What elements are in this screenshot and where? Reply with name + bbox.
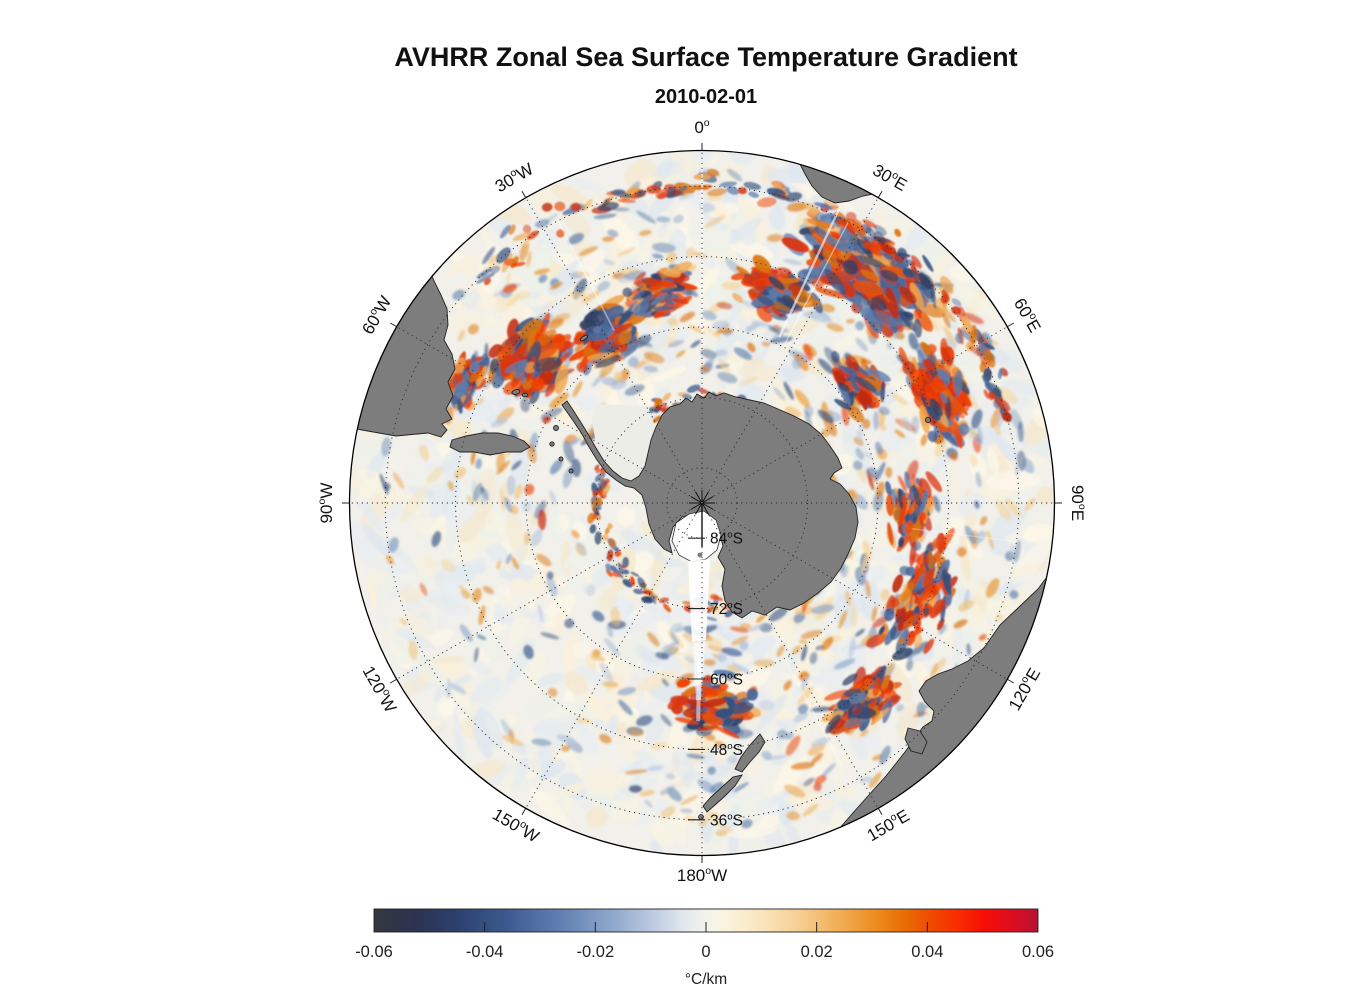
tasmania xyxy=(904,727,928,755)
longitude-label: 90oE xyxy=(1068,485,1089,521)
new-zealand-south-island xyxy=(702,774,743,813)
colorbar-tick-label: -0.04 xyxy=(466,943,504,961)
colorbar-tick-label: 0.04 xyxy=(911,943,943,961)
falkland-islands xyxy=(521,392,529,398)
longitude-tick xyxy=(521,190,526,198)
ross-ice-shelf xyxy=(671,510,722,563)
colorbar: -0.06 -0.04 -0.02 0 0.02 0.04 0.06 °C/km xyxy=(355,908,1054,988)
south-georgia xyxy=(579,334,589,342)
map-outline xyxy=(348,149,1056,857)
ross-islet xyxy=(697,552,703,558)
peninsula-islet xyxy=(568,468,574,474)
peninsula-islet xyxy=(549,441,555,447)
figure-subtitle: 2010-02-01 xyxy=(654,86,758,108)
colorbar-tick-label: 0.02 xyxy=(801,943,833,961)
eddy-field-strong xyxy=(437,168,1012,739)
colorbar-tick-label: -0.06 xyxy=(355,943,393,961)
longitude-label: 30oW xyxy=(491,158,537,196)
longitude-tick xyxy=(521,808,526,816)
peninsula-islet xyxy=(553,425,559,431)
colorbar-tick-label: 0.06 xyxy=(1022,943,1054,961)
tierra-del-fuego xyxy=(449,432,531,456)
latitude-label: 72oS xyxy=(710,600,743,618)
longitude-label: 60oE xyxy=(1010,294,1046,336)
longitude-label: 180oW xyxy=(677,865,727,886)
colorbar-tick-label: -0.02 xyxy=(577,943,615,961)
latitude-label: 36oS xyxy=(710,811,743,829)
longitude-tick xyxy=(389,679,397,684)
stewart-island xyxy=(698,814,704,820)
colorbar-tick-labels: -0.06 -0.04 -0.02 0 0.02 0.04 0.06 xyxy=(355,943,1054,961)
dateline-nodata-stripe xyxy=(688,559,710,700)
latitude-label: 60oS xyxy=(710,671,743,689)
kerguelen-island xyxy=(924,416,932,424)
longitude-label: 90oW xyxy=(316,483,337,524)
longitude-label: 30oE xyxy=(869,159,911,195)
pole-marker xyxy=(689,490,715,547)
colorbar-ticks xyxy=(484,922,928,932)
longitude-label: 60oW xyxy=(357,292,395,338)
peninsula-islet xyxy=(558,456,564,462)
latitude-label: 84oS xyxy=(710,530,743,548)
longitude-tick xyxy=(389,322,397,327)
colorbar-unit-label: °C/km xyxy=(685,971,727,988)
longitude-label: 0o xyxy=(694,117,709,138)
latitude-labels: 84oS 72oS 60oS 48oS 36oS xyxy=(688,530,743,829)
longitude-tick xyxy=(878,190,883,198)
longitude-tick xyxy=(878,808,883,816)
longitude-ticks xyxy=(342,143,1062,863)
latitude-label: 48oS xyxy=(710,741,743,759)
longitude-tick xyxy=(1007,322,1015,327)
antarctica xyxy=(561,391,859,619)
colorbar-tick-label: 0 xyxy=(701,943,710,961)
longitude-tick xyxy=(1007,679,1015,684)
figure-title: AVHRR Zonal Sea Surface Temperature Grad… xyxy=(394,42,1018,72)
